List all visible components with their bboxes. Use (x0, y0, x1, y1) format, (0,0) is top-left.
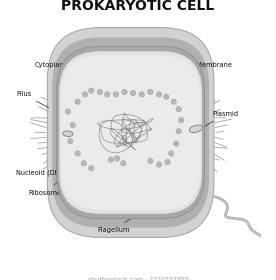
Circle shape (178, 118, 184, 123)
Text: Flagellum: Flagellum (97, 207, 149, 233)
FancyBboxPatch shape (61, 55, 200, 210)
Ellipse shape (189, 125, 203, 132)
Circle shape (108, 157, 114, 162)
FancyBboxPatch shape (57, 46, 205, 219)
Circle shape (113, 92, 118, 97)
Circle shape (75, 99, 80, 104)
Circle shape (68, 138, 73, 144)
Circle shape (122, 89, 127, 95)
Circle shape (171, 99, 176, 104)
Text: PROKARYOTIC CELL: PROKARYOTIC CELL (61, 0, 215, 13)
Circle shape (165, 159, 170, 165)
Text: Capsule: Capsule (84, 50, 111, 73)
Text: Cell Wall: Cell Wall (146, 50, 183, 76)
Text: Plasmid: Plasmid (203, 111, 238, 127)
Ellipse shape (63, 131, 73, 136)
Circle shape (156, 162, 162, 167)
Circle shape (176, 129, 181, 134)
Circle shape (169, 151, 174, 156)
FancyBboxPatch shape (59, 51, 202, 214)
Circle shape (75, 151, 80, 156)
Text: Ribosomes: Ribosomes (28, 155, 83, 196)
Circle shape (174, 141, 179, 146)
Circle shape (130, 90, 136, 96)
Circle shape (65, 109, 70, 114)
Circle shape (105, 92, 110, 97)
Circle shape (81, 161, 86, 166)
Circle shape (114, 156, 120, 161)
FancyBboxPatch shape (52, 38, 209, 228)
Circle shape (121, 161, 126, 166)
Circle shape (82, 92, 88, 97)
Circle shape (70, 122, 75, 128)
Text: Pilus: Pilus (16, 91, 49, 108)
Circle shape (176, 106, 181, 112)
Circle shape (148, 89, 153, 95)
Circle shape (148, 158, 153, 164)
Text: Plasma Membrane: Plasma Membrane (170, 62, 232, 90)
Circle shape (89, 165, 94, 171)
FancyBboxPatch shape (47, 27, 214, 237)
Circle shape (156, 92, 162, 97)
Text: shutterstock.com · 2210332955: shutterstock.com · 2210332955 (88, 277, 188, 280)
Circle shape (164, 94, 169, 99)
Text: Nucleoid (DNA): Nucleoid (DNA) (16, 145, 100, 176)
Circle shape (89, 88, 94, 93)
Text: Cytoplasm: Cytoplasm (34, 62, 83, 92)
Circle shape (139, 92, 144, 97)
Circle shape (97, 89, 102, 95)
